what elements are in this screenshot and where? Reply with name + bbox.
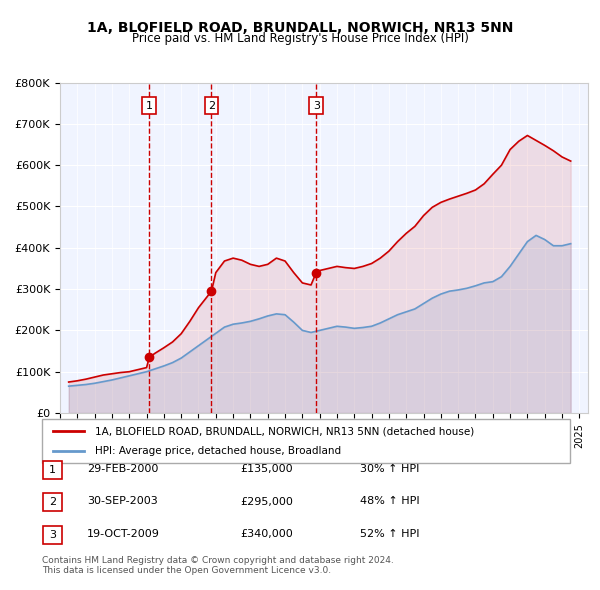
- FancyBboxPatch shape: [43, 526, 62, 543]
- Text: 1A, BLOFIELD ROAD, BRUNDALL, NORWICH, NR13 5NN: 1A, BLOFIELD ROAD, BRUNDALL, NORWICH, NR…: [87, 21, 513, 35]
- Text: 19-OCT-2009: 19-OCT-2009: [87, 529, 160, 539]
- Text: HPI: Average price, detached house, Broadland: HPI: Average price, detached house, Broa…: [95, 446, 341, 455]
- Text: 1: 1: [146, 101, 153, 111]
- Text: 3: 3: [313, 101, 320, 111]
- FancyBboxPatch shape: [42, 419, 570, 463]
- Text: 30-SEP-2003: 30-SEP-2003: [87, 497, 158, 506]
- Text: 3: 3: [49, 530, 56, 539]
- FancyBboxPatch shape: [43, 493, 62, 511]
- Text: 29-FEB-2000: 29-FEB-2000: [87, 464, 158, 474]
- Text: 1: 1: [49, 465, 56, 474]
- Text: Contains HM Land Registry data © Crown copyright and database right 2024.
This d: Contains HM Land Registry data © Crown c…: [42, 556, 394, 575]
- Text: 2: 2: [208, 101, 215, 111]
- Text: 1A, BLOFIELD ROAD, BRUNDALL, NORWICH, NR13 5NN (detached house): 1A, BLOFIELD ROAD, BRUNDALL, NORWICH, NR…: [95, 427, 474, 436]
- FancyBboxPatch shape: [43, 461, 62, 478]
- Text: Price paid vs. HM Land Registry's House Price Index (HPI): Price paid vs. HM Land Registry's House …: [131, 32, 469, 45]
- Text: 48% ↑ HPI: 48% ↑ HPI: [360, 497, 419, 506]
- Text: 2: 2: [49, 497, 56, 507]
- Text: £340,000: £340,000: [240, 529, 293, 539]
- Text: £135,000: £135,000: [240, 464, 293, 474]
- Text: £295,000: £295,000: [240, 497, 293, 506]
- Text: 30% ↑ HPI: 30% ↑ HPI: [360, 464, 419, 474]
- Text: 52% ↑ HPI: 52% ↑ HPI: [360, 529, 419, 539]
